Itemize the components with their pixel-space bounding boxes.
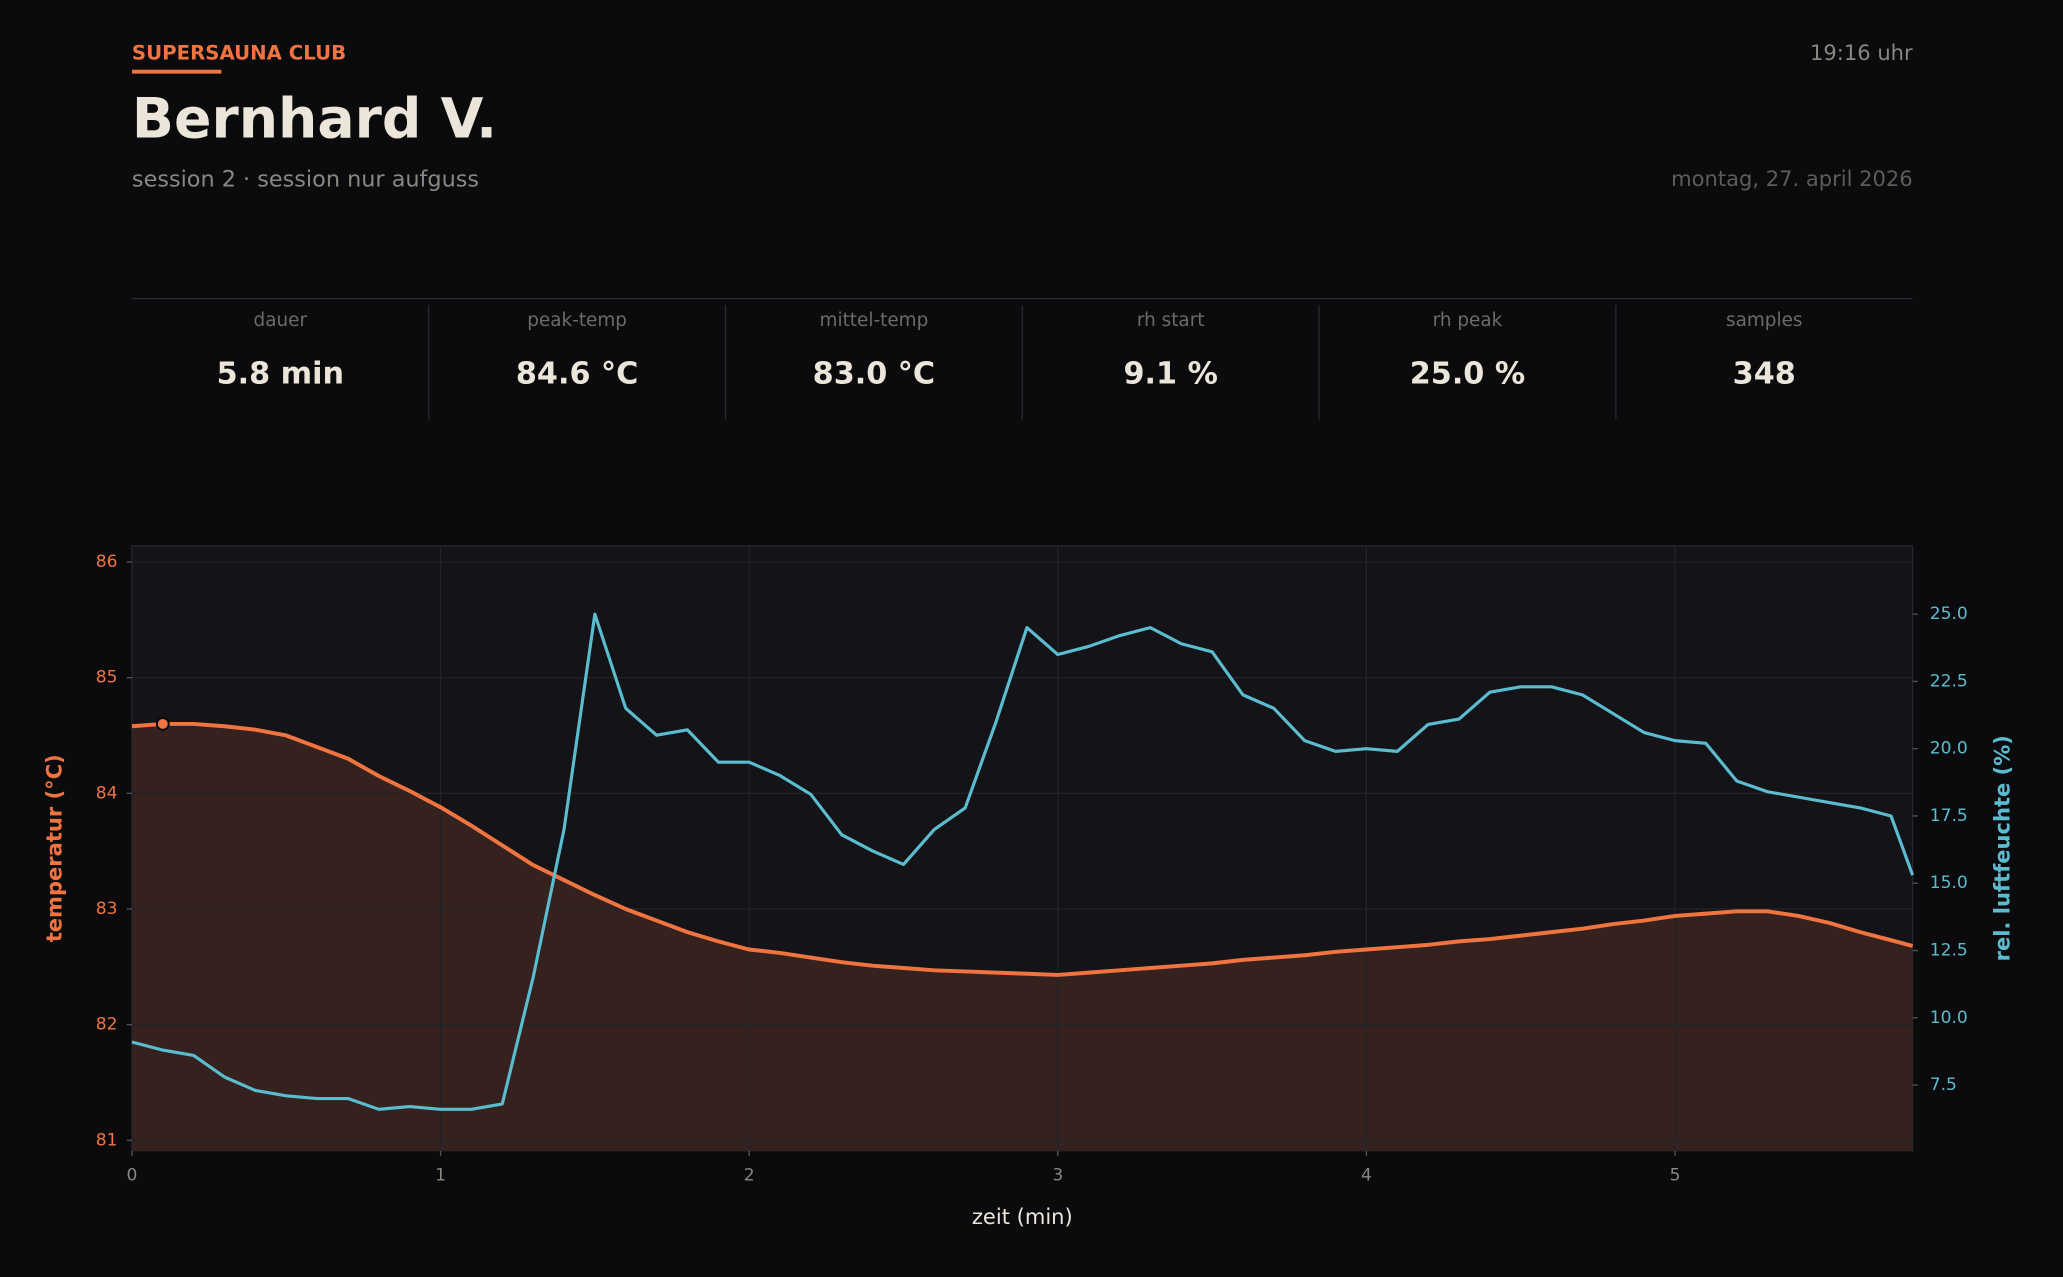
y2-tick-label: 10.0 — [1930, 1008, 1968, 1028]
y-tick-label: 85 — [96, 668, 118, 688]
x-tick-label: 5 — [1670, 1166, 1681, 1186]
line — [131, 721, 1914, 977]
y-tick-label: 84 — [96, 783, 118, 803]
y-axis-label: temperatur (°C) — [42, 754, 67, 942]
line — [131, 612, 1915, 1111]
stat-label: rh peak — [1433, 310, 1503, 331]
peak-marker — [155, 717, 170, 731]
stat-value: 348 — [1733, 356, 1796, 391]
chart: 0 1 2 3 4 5 81 82 83 84 85 86 7.5 10.0 12.5 15.0 17.5 20.… — [42, 545, 2014, 1229]
brand: SUPERSAUNA CLUB — [132, 41, 346, 64]
brand-underline — [131, 69, 222, 74]
clock: 19:16 uhr — [1810, 40, 1913, 65]
series-layer — [131, 723, 1913, 1151]
date: montag, 27. april 2026 — [1671, 166, 1912, 191]
area — [131, 723, 1913, 1151]
y-tick-label: 81 — [96, 1130, 118, 1150]
stat-value: 25.0 % — [1410, 356, 1525, 391]
y-tick-label: 82 — [96, 1015, 118, 1035]
y2-tick-label: 22.5 — [1930, 671, 1968, 691]
y2-tick-label: 17.5 — [1930, 806, 1968, 826]
stat-value: 5.8 min — [217, 356, 344, 391]
y2-tick-label: 20.0 — [1930, 739, 1968, 759]
x-tick-label: 0 — [127, 1166, 138, 1186]
stat-value: 84.6 °C — [516, 356, 638, 391]
session-info: session 2 · session nur aufguss — [132, 167, 479, 193]
y2-axis-label: rel. luftfeuchte (%) — [1989, 735, 2014, 961]
stat-label: rh start — [1137, 310, 1205, 331]
stats-row: dauer 5.8 min peak-temp 84.6 °C mittel-temp 8… — [217, 305, 1803, 420]
y2-tick-label: 7.5 — [1930, 1075, 1957, 1095]
stat-value: 83.0 °C — [813, 356, 935, 391]
x-tick-label: 3 — [1052, 1166, 1063, 1186]
y2-tick-label: 25.0 — [1930, 604, 1968, 624]
stat-label: samples — [1726, 310, 1803, 331]
y-tick-label: 83 — [96, 899, 118, 919]
y2-tick-label: 12.5 — [1930, 941, 1968, 961]
stat-label: dauer — [254, 310, 308, 331]
x-tick-label: 4 — [1361, 1166, 1372, 1186]
athlete-name: Bernhard V. — [132, 87, 497, 151]
y2-tick-label: 15.0 — [1930, 873, 1968, 893]
x-axis-label: zeit (min) — [972, 1204, 1073, 1229]
stat-label: mittel-temp — [820, 310, 929, 331]
stat-value: 9.1 % — [1123, 356, 1217, 391]
stat-label: peak-temp — [527, 310, 627, 331]
x-tick-label: 1 — [435, 1166, 446, 1186]
y-tick-label: 86 — [96, 552, 118, 572]
x-tick-label: 2 — [744, 1166, 755, 1186]
